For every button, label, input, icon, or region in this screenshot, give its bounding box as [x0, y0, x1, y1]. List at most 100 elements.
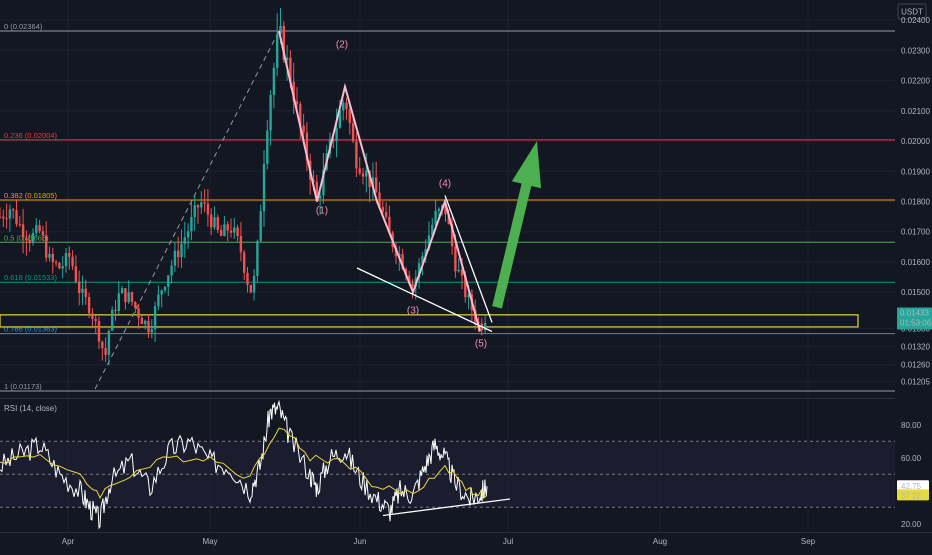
candle-body — [239, 235, 243, 253]
price-tick-label: 0.01700 — [901, 228, 930, 237]
rsi-series-line — [0, 399, 488, 530]
candle-body — [180, 243, 183, 258]
candle-body — [51, 253, 54, 262]
rsi-value-badge — [897, 480, 929, 492]
price-tick-label: 0.01600 — [901, 258, 930, 267]
price-badge — [897, 307, 932, 330]
fib-label: 0.618 (0.01533) — [4, 273, 57, 282]
candle-body — [361, 173, 365, 177]
rsi-series-line — [0, 427, 488, 499]
candle-body — [71, 256, 74, 267]
candle-body — [266, 130, 269, 164]
price-badge-countdown: 01:53:06 — [900, 318, 932, 327]
elliott-wave-path — [278, 30, 481, 332]
candle-body — [213, 217, 216, 228]
time-tick-label: May — [202, 537, 217, 546]
candle-body — [384, 211, 388, 217]
projection-arrow — [492, 141, 542, 309]
candle-body — [78, 281, 81, 293]
currency-badge — [897, 3, 927, 20]
candle-body — [35, 225, 38, 233]
fib-label: 1 (0.01173) — [4, 382, 42, 391]
candle-body — [114, 309, 117, 312]
candle-body — [167, 275, 170, 287]
candle-body — [289, 57, 292, 82]
candle-body — [388, 216, 391, 233]
candle-body — [104, 348, 107, 355]
rsi-value-badge-label: 42.75 — [901, 482, 922, 491]
candle-body — [177, 250, 180, 258]
candle-body — [210, 214, 213, 228]
candle-body — [193, 205, 196, 218]
time-tick-label: Apr — [62, 537, 75, 546]
candle-body — [183, 237, 186, 244]
price-tick-label: 0.02400 — [901, 16, 930, 25]
candle-body — [312, 179, 315, 182]
candle-body — [243, 252, 246, 273]
candle-body — [173, 250, 177, 266]
candle-body — [12, 209, 15, 211]
candle-body — [196, 205, 200, 208]
price-tick-label: 0.02100 — [901, 107, 930, 116]
candle-body — [256, 241, 259, 276]
candle-body — [124, 288, 127, 303]
rsi-divergence-line — [382, 498, 511, 517]
candle-body — [140, 317, 144, 325]
candle-body — [467, 294, 470, 298]
fib-label: 0.786 (0.01363) — [4, 325, 57, 334]
wave-label: (4) — [439, 178, 451, 189]
rsi-tick-label: 80.00 — [901, 421, 922, 430]
candle-body — [378, 192, 381, 208]
rsi-tick-label: 20.00 — [901, 520, 922, 529]
candle-body — [246, 272, 249, 285]
candle-body — [375, 177, 378, 193]
wedge-upper-line — [444, 195, 493, 323]
candle-body — [21, 224, 25, 238]
candle-body — [332, 138, 335, 142]
candle-body — [64, 253, 68, 267]
candle-body — [38, 225, 41, 232]
candle-body — [68, 253, 71, 257]
candle-body — [41, 231, 45, 236]
candle-body — [81, 288, 84, 293]
candle-body — [144, 320, 147, 325]
price-tick-label: 0.01260 — [901, 361, 930, 370]
candle-body — [464, 275, 467, 298]
candle-body — [371, 177, 375, 188]
price-badge-value: 0.01433 — [900, 308, 929, 317]
candle-body — [282, 25, 285, 61]
candle-body — [203, 202, 206, 204]
candle-body — [431, 224, 434, 236]
candle-body — [358, 168, 361, 174]
candle-body — [279, 25, 282, 35]
candle-body — [101, 341, 104, 349]
candle-body — [219, 229, 223, 236]
candle-body — [134, 301, 137, 309]
candle-body — [74, 266, 78, 282]
candle-body — [322, 169, 325, 196]
candle-body — [272, 67, 276, 95]
time-tick-label: Sep — [801, 537, 816, 546]
candle-body — [249, 284, 252, 293]
candle-body — [424, 249, 427, 256]
rsi-value-badge-label: 37.22 — [901, 491, 922, 500]
candle-body — [147, 320, 150, 333]
rsi-title: RSI (14, close) — [4, 404, 57, 413]
candle-body — [348, 109, 351, 124]
candle-body — [2, 216, 5, 219]
candle-body — [8, 209, 12, 219]
candle-body — [25, 237, 28, 241]
candle-body — [153, 306, 157, 330]
candle-body — [276, 34, 279, 68]
candle-body — [229, 230, 233, 233]
candle-body — [269, 94, 272, 131]
candle-body — [223, 224, 226, 236]
candle-body — [434, 210, 437, 225]
candle-body — [345, 102, 348, 110]
time-tick-label: Jun — [354, 537, 367, 546]
wave-label: (5) — [475, 339, 487, 350]
price-tick-label: 0.01500 — [901, 288, 930, 297]
